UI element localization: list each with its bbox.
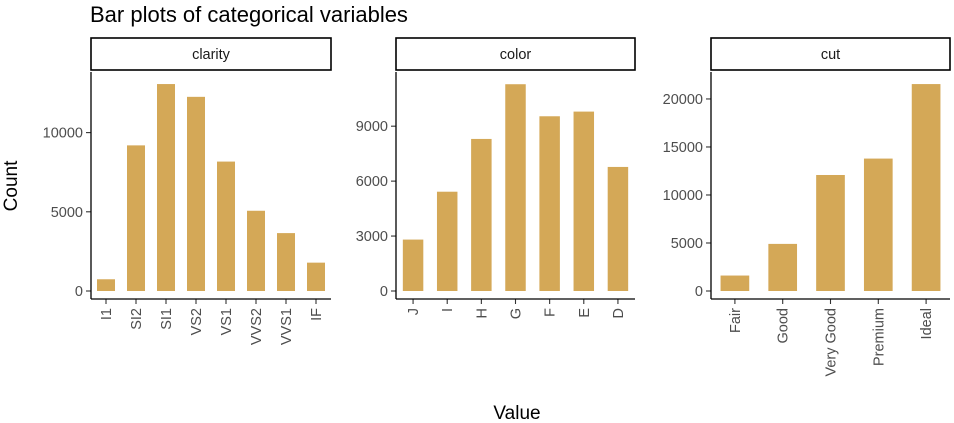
- strip-label-color: color: [500, 47, 532, 63]
- bar-color-F: [539, 116, 560, 291]
- bar-clarity-IF: [307, 262, 325, 291]
- bar-cut-Fair: [720, 275, 750, 291]
- y-tick-label-clarity-10000: 10000: [43, 126, 83, 142]
- x-tick-label-cut-Ideal: Ideal: [919, 308, 935, 339]
- x-tick-label-color-J: J: [406, 308, 422, 315]
- x-tick-label-clarity-IF: IF: [309, 308, 325, 321]
- x-tick-label-cut-Good: Good: [776, 308, 792, 343]
- bar-cut-Premium: [863, 158, 893, 291]
- bar-clarity-I1: [97, 279, 115, 291]
- y-tick-label-cut-10000: 10000: [663, 188, 703, 204]
- bar-color-J: [402, 239, 424, 291]
- x-tick-label-color-D: D: [611, 308, 627, 318]
- x-tick-label-clarity-SI2: SI2: [129, 308, 145, 330]
- x-tick-label-clarity-I1: I1: [99, 308, 115, 320]
- bar-clarity-VVS1: [277, 233, 295, 291]
- y-tick-label-clarity-0: 0: [75, 284, 83, 300]
- bar-color-G: [505, 84, 526, 291]
- y-tick-label-color-0: 0: [380, 284, 388, 300]
- strip-clarity: [90, 37, 332, 71]
- x-tick-label-clarity-VS1: VS1: [219, 308, 235, 335]
- x-tick-label-cut-Fair: Fair: [728, 308, 744, 333]
- bar-cut-Very Good: [816, 174, 845, 291]
- x-tick-label-color-F: F: [543, 308, 559, 317]
- x-axis-title: Value: [493, 403, 540, 423]
- x-tick-label-color-H: H: [474, 308, 490, 318]
- bar-clarity-VVS2: [247, 210, 265, 291]
- chart-title: Bar plots of categorical variables: [90, 2, 408, 27]
- bar-color-D: [607, 166, 629, 291]
- bar-clarity-SI1: [157, 84, 175, 291]
- x-tick-label-clarity-VVS1: VVS1: [279, 308, 295, 345]
- y-tick-label-color-9000: 9000: [356, 119, 388, 135]
- x-tick-label-cut-Very Good: Very Good: [824, 308, 840, 377]
- x-tick-label-color-G: G: [509, 308, 525, 319]
- bar-cut-Good: [768, 243, 798, 291]
- bar-clarity-SI2: [127, 145, 145, 291]
- panel-cut: cut Fair Good Very Good Premium Ideal 0 5000 100…: [663, 37, 951, 377]
- strip-label-cut: cut: [821, 47, 840, 63]
- bar-cut-Ideal: [911, 84, 941, 291]
- bar-color-I: [436, 191, 458, 291]
- bar-color-H: [471, 138, 492, 291]
- y-tick-label-cut-15000: 15000: [663, 140, 703, 156]
- y-tick-label-cut-5000: 5000: [671, 236, 703, 252]
- x-tick-label-clarity-VVS2: VVS2: [249, 308, 265, 345]
- y-tick-label-color-6000: 6000: [356, 174, 388, 190]
- strip-label-clarity: clarity: [192, 47, 231, 63]
- bar-clarity-VS1: [217, 161, 235, 291]
- y-tick-label-cut-0: 0: [695, 284, 703, 300]
- panel-color: color J I H G F E D 0 3000 6000 9000: [356, 37, 636, 319]
- x-tick-label-color-E: E: [577, 308, 593, 318]
- y-tick-label-color-3000: 3000: [356, 229, 388, 245]
- y-tick-label-cut-20000: 20000: [663, 92, 703, 108]
- x-tick-label-clarity-VS2: VS2: [189, 308, 205, 335]
- y-tick-label-clarity-5000: 5000: [51, 205, 83, 221]
- x-tick-label-color-I: I: [440, 308, 456, 312]
- bar-color-E: [573, 111, 595, 291]
- y-axis-title: Count: [1, 160, 22, 211]
- panel-clarity: clarity I1 SI2 SI1 VS2 VS1 VVS2 VVS1 IF 0 5000 1000…: [43, 37, 332, 345]
- bar-clarity-VS2: [187, 96, 205, 291]
- x-tick-label-cut-Premium: Premium: [871, 308, 887, 366]
- x-tick-label-clarity-SI1: SI1: [159, 308, 175, 330]
- strip-cut: [710, 37, 951, 71]
- strip-color: [395, 37, 636, 71]
